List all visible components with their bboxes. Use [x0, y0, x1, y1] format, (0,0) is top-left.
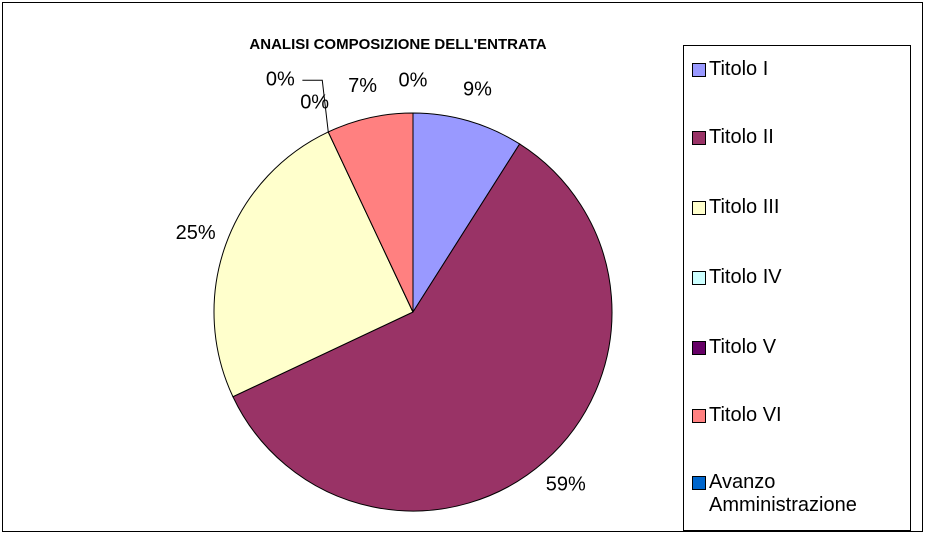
- chart-title: ANALISI COMPOSIZIONE DELL'ENTRATA: [249, 36, 546, 53]
- legend-label: Titolo IV: [709, 266, 782, 288]
- legend-item: Avanzo Amministrazione: [692, 471, 907, 517]
- legend-label: Avanzo Amministrazione: [709, 471, 857, 516]
- legend-label: Titolo I: [709, 58, 769, 80]
- data-label: 59%: [546, 474, 586, 496]
- legend-swatch: [692, 201, 706, 215]
- data-label: 9%: [463, 78, 492, 100]
- legend-swatch: [692, 63, 706, 77]
- legend-label: Titolo III: [709, 196, 780, 218]
- legend-swatch: [692, 409, 706, 423]
- data-label: 7%: [348, 75, 377, 97]
- data-label: 0%: [399, 69, 428, 91]
- legend-item: Titolo III: [692, 196, 907, 219]
- legend-label: Titolo II: [709, 126, 774, 148]
- data-label: 0%: [266, 69, 295, 91]
- legend-swatch: [692, 131, 706, 145]
- legend: Titolo I Titolo II Titolo III Titolo IV Tito…: [683, 45, 911, 531]
- legend-label: Titolo VI: [709, 404, 782, 426]
- legend-swatch: [692, 341, 706, 355]
- pie-slice: [232, 143, 613, 512]
- legend-item: Titolo IV: [692, 266, 907, 289]
- legend-item: Titolo II: [692, 126, 907, 149]
- data-label: 25%: [176, 222, 216, 244]
- leader-line: [302, 79, 329, 132]
- pie-slice: [412, 112, 521, 314]
- legend-item: Titolo I: [692, 58, 907, 81]
- legend-swatch: [692, 476, 706, 490]
- legend-swatch: [692, 271, 706, 285]
- legend-item: Titolo V: [692, 336, 907, 359]
- legend-label: Titolo V: [709, 336, 777, 358]
- legend-item: Titolo VI: [692, 404, 907, 427]
- data-label: 0%: [300, 91, 329, 113]
- pie-slice: [213, 131, 414, 398]
